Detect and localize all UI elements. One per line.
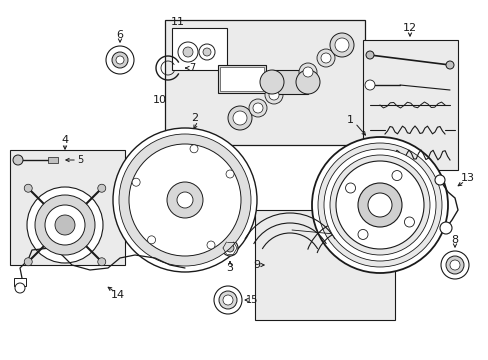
Text: 14: 14 bbox=[111, 290, 125, 300]
Text: 11: 11 bbox=[171, 17, 184, 27]
Circle shape bbox=[27, 187, 103, 263]
Circle shape bbox=[298, 63, 316, 81]
Bar bbox=[48, 157, 58, 163]
Circle shape bbox=[147, 236, 155, 244]
Circle shape bbox=[225, 170, 234, 178]
Bar bbox=[172, 28, 226, 70]
Circle shape bbox=[434, 175, 444, 185]
Circle shape bbox=[303, 67, 312, 77]
Circle shape bbox=[167, 182, 203, 218]
Bar bbox=[362, 40, 457, 170]
Circle shape bbox=[222, 240, 238, 256]
Bar bbox=[10, 150, 125, 265]
Circle shape bbox=[335, 161, 423, 249]
Text: 10: 10 bbox=[153, 95, 167, 105]
Text: 9: 9 bbox=[253, 260, 260, 270]
Circle shape bbox=[248, 99, 266, 117]
Circle shape bbox=[367, 193, 391, 217]
Text: 5: 5 bbox=[77, 155, 83, 165]
Text: 1: 1 bbox=[346, 115, 353, 125]
Circle shape bbox=[106, 46, 134, 74]
Circle shape bbox=[295, 70, 319, 94]
Circle shape bbox=[334, 38, 348, 52]
Bar bbox=[254, 210, 394, 320]
Text: 12: 12 bbox=[402, 23, 416, 33]
Circle shape bbox=[190, 145, 198, 153]
Bar bbox=[218, 65, 265, 93]
Circle shape bbox=[203, 48, 210, 56]
Bar bbox=[220, 67, 264, 91]
Circle shape bbox=[391, 171, 401, 181]
Text: 6: 6 bbox=[116, 30, 123, 40]
Circle shape bbox=[252, 103, 263, 113]
Circle shape bbox=[113, 128, 257, 272]
Circle shape bbox=[320, 53, 330, 63]
Circle shape bbox=[225, 244, 234, 252]
Bar bbox=[14, 278, 26, 286]
Bar bbox=[271, 70, 307, 94]
Circle shape bbox=[98, 184, 105, 192]
Circle shape bbox=[98, 258, 105, 266]
Circle shape bbox=[316, 49, 334, 67]
Circle shape bbox=[365, 51, 373, 59]
Circle shape bbox=[214, 286, 242, 314]
Text: 13: 13 bbox=[460, 173, 474, 183]
Text: 4: 4 bbox=[61, 135, 68, 145]
Circle shape bbox=[317, 143, 441, 267]
Circle shape bbox=[404, 217, 414, 227]
Circle shape bbox=[449, 260, 459, 270]
Circle shape bbox=[13, 155, 23, 165]
Circle shape bbox=[264, 86, 283, 104]
Circle shape bbox=[445, 256, 463, 274]
Circle shape bbox=[329, 155, 429, 255]
Circle shape bbox=[183, 47, 193, 57]
Circle shape bbox=[227, 106, 251, 130]
Circle shape bbox=[445, 61, 453, 69]
Circle shape bbox=[132, 178, 140, 186]
Circle shape bbox=[260, 70, 284, 94]
Circle shape bbox=[219, 291, 237, 309]
Bar bbox=[164, 20, 364, 145]
Text: 15: 15 bbox=[245, 295, 258, 305]
Circle shape bbox=[119, 134, 250, 266]
Circle shape bbox=[199, 44, 215, 60]
Circle shape bbox=[311, 137, 447, 273]
Circle shape bbox=[324, 149, 435, 261]
Circle shape bbox=[178, 42, 198, 62]
Circle shape bbox=[177, 192, 193, 208]
Circle shape bbox=[24, 258, 32, 266]
Circle shape bbox=[364, 80, 374, 90]
Circle shape bbox=[232, 111, 246, 125]
Circle shape bbox=[55, 215, 75, 235]
Circle shape bbox=[357, 183, 401, 227]
Circle shape bbox=[112, 52, 128, 68]
Circle shape bbox=[15, 283, 25, 293]
Circle shape bbox=[45, 205, 85, 245]
Circle shape bbox=[345, 183, 355, 193]
Circle shape bbox=[116, 56, 124, 64]
Circle shape bbox=[268, 90, 279, 100]
Circle shape bbox=[439, 222, 451, 234]
Circle shape bbox=[223, 295, 232, 305]
Circle shape bbox=[440, 251, 468, 279]
Text: 8: 8 bbox=[450, 235, 458, 245]
Text: 3: 3 bbox=[226, 263, 233, 273]
Circle shape bbox=[129, 144, 241, 256]
Circle shape bbox=[35, 195, 95, 255]
Circle shape bbox=[357, 229, 367, 239]
Circle shape bbox=[24, 184, 32, 192]
Circle shape bbox=[329, 33, 353, 57]
Text: 7: 7 bbox=[188, 63, 195, 73]
Circle shape bbox=[206, 241, 215, 249]
Text: 2: 2 bbox=[191, 113, 198, 123]
